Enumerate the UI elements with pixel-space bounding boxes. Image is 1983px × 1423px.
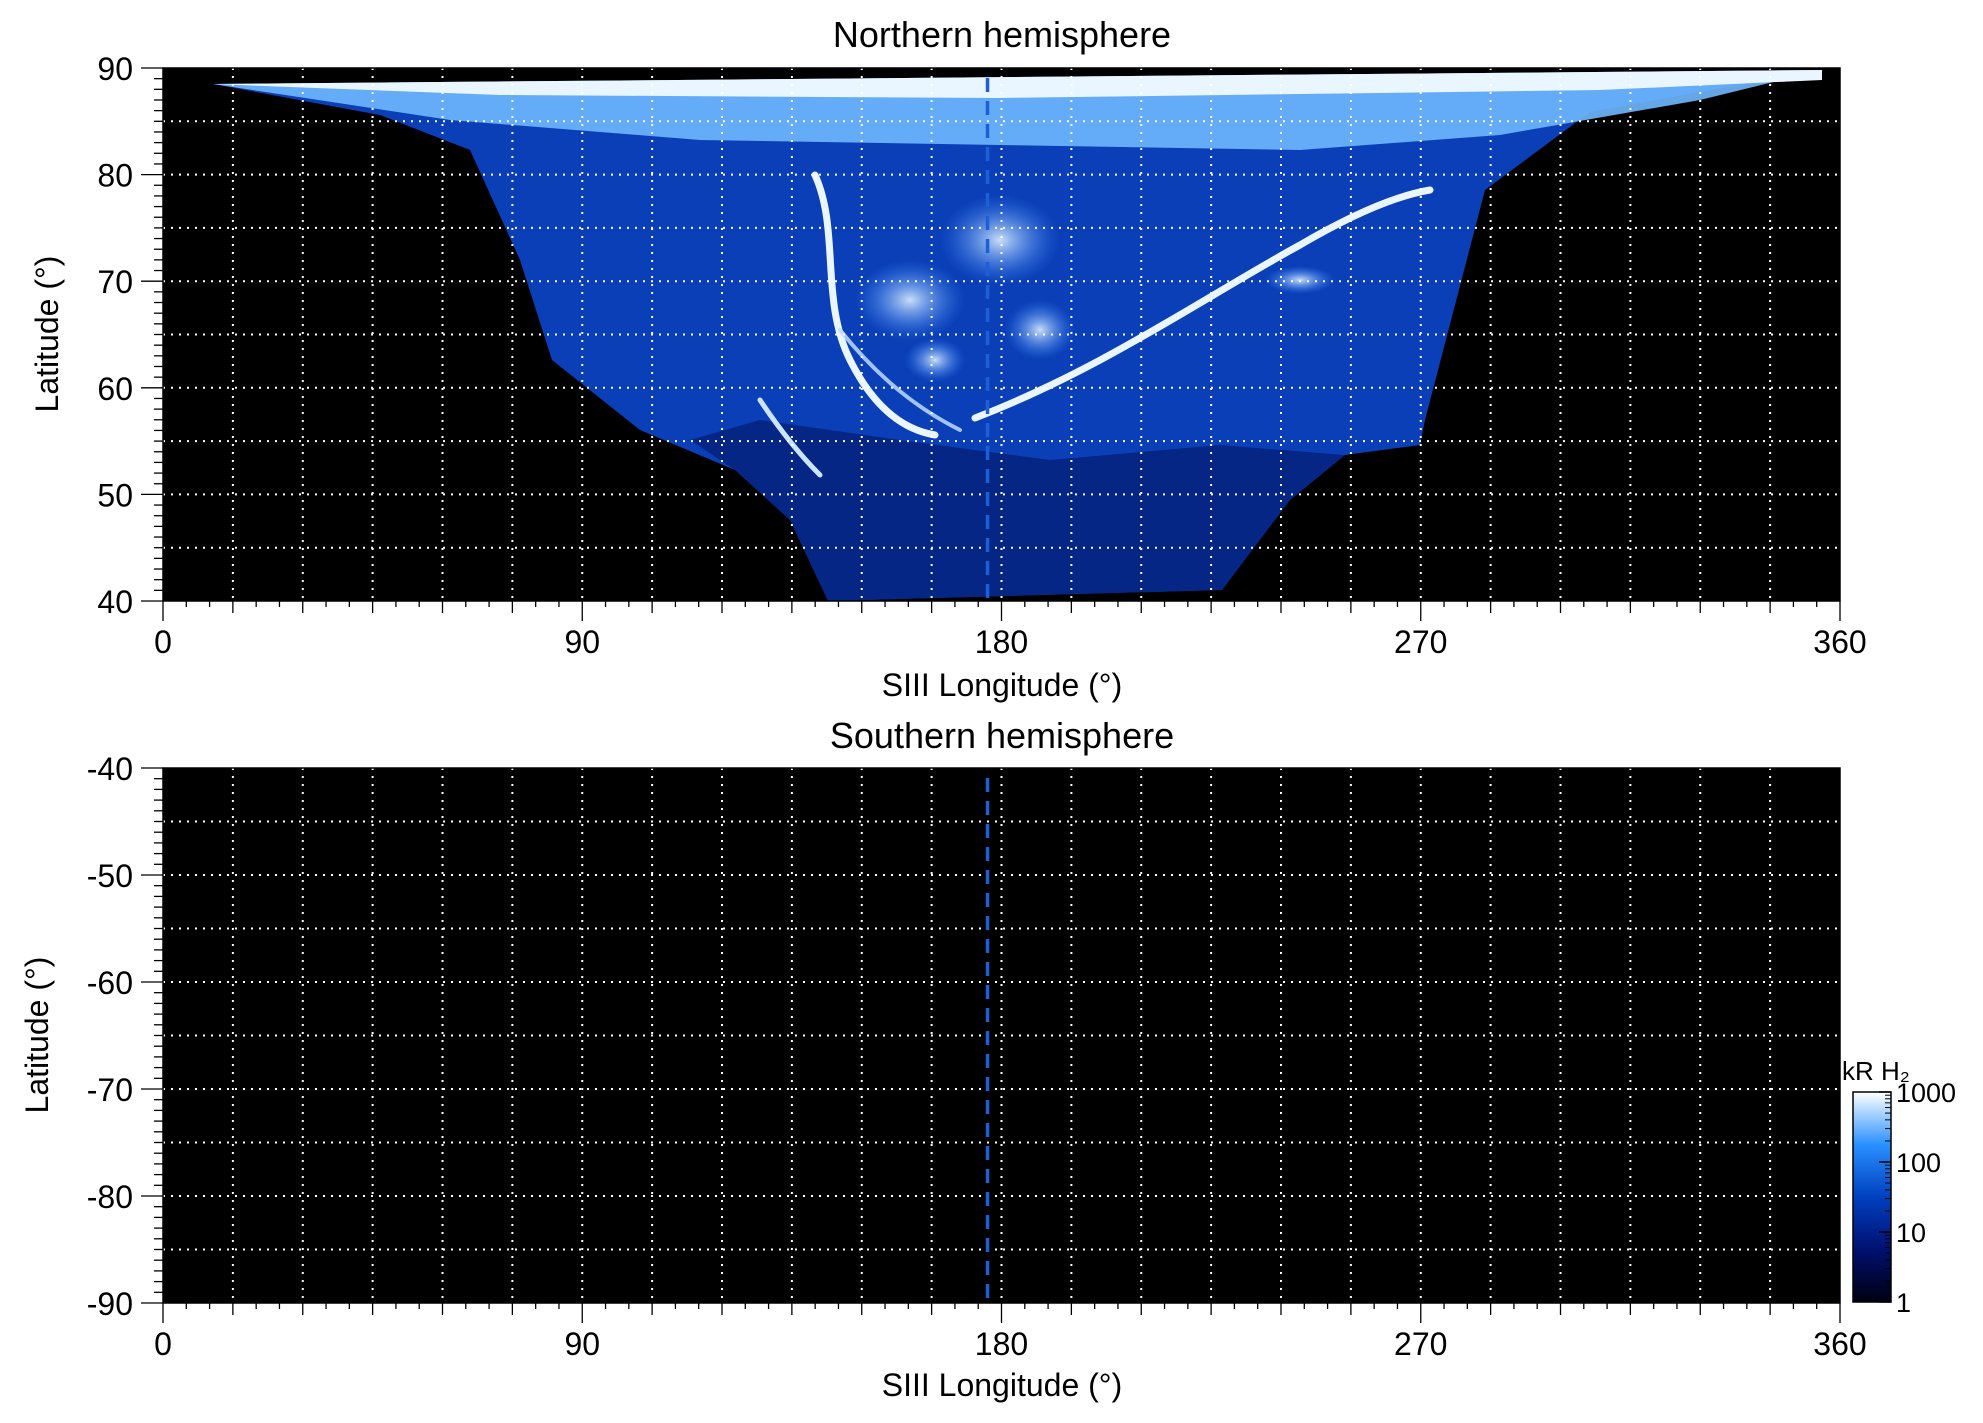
colorbar: kR H₂ 1000 100 10 1 <box>1842 1056 1956 1318</box>
colorbar-tick-label: 10 <box>1896 1218 1926 1248</box>
y-axis-label: Latitude (°) <box>19 957 55 1114</box>
colorbar-tick-label: 1000 <box>1896 1078 1956 1108</box>
y-axis: -40 -50 -60 -70 -80 -90 <box>87 751 163 1322</box>
grid <box>163 768 1840 1303</box>
y-tick-label: 40 <box>97 584 133 620</box>
colorbar-tick-label: 100 <box>1896 1148 1941 1178</box>
x-tick-label: 360 <box>1813 1326 1866 1362</box>
colorbar-ticks: 1000 100 10 1 <box>1879 1078 1956 1318</box>
y-tick-label: 60 <box>97 371 133 407</box>
colorbar-gradient <box>1852 1091 1892 1303</box>
southern-hemisphere-panel: Southern hemisphere -40 -50 -60 -70 -80 -90 0… <box>19 715 1867 1403</box>
polar-emission-spot <box>1005 300 1075 360</box>
polar-emission-spot <box>855 260 965 340</box>
panel-title: Northern hemisphere <box>833 14 1171 55</box>
x-tick-label: 0 <box>154 624 172 660</box>
y-tick-label: -40 <box>87 751 133 787</box>
dawn-arc <box>757 397 823 478</box>
grid <box>163 68 1840 601</box>
y-axis: 40 50 60 70 80 90 <box>97 51 163 620</box>
main-oval-left <box>811 171 939 439</box>
x-axis-label: SIII Longitude (°) <box>882 1367 1122 1403</box>
y-tick-label: 80 <box>97 158 133 194</box>
y-tick-label: -70 <box>87 1072 133 1108</box>
polar-emission-spot <box>1265 266 1335 294</box>
y-tick-label: 90 <box>97 51 133 87</box>
main-oval-right <box>971 186 1434 422</box>
x-tick-label: 270 <box>1394 1326 1447 1362</box>
x-tick-label: 0 <box>154 1326 172 1362</box>
x-tick-label: 90 <box>564 1326 600 1362</box>
y-tick-label: -90 <box>87 1286 133 1322</box>
colorbar-tick-label: 1 <box>1896 1288 1911 1318</box>
coverage-deep-region <box>690 420 1345 601</box>
inner-arc <box>838 328 962 432</box>
x-axis: 0 90 180 270 360 <box>154 601 1867 660</box>
x-tick-label: 90 <box>564 624 600 660</box>
panel-title: Southern hemisphere <box>830 715 1174 756</box>
x-tick-label: 360 <box>1813 624 1866 660</box>
emission-map <box>213 70 1822 601</box>
colorbar-label: kR H₂ <box>1842 1056 1910 1086</box>
y-tick-label: 70 <box>97 264 133 300</box>
y-tick-label: -80 <box>87 1179 133 1215</box>
x-axis: 0 90 180 270 360 <box>154 1303 1867 1362</box>
northern-hemisphere-panel: Northern hemisphere 40 50 60 70 80 90 0 90 180 2… <box>29 14 1867 703</box>
polar-emission-spot <box>905 338 965 382</box>
polar-emission-spot <box>940 195 1060 285</box>
y-tick-label: 50 <box>97 477 133 513</box>
x-tick-label: 180 <box>975 624 1028 660</box>
x-tick-label: 270 <box>1394 624 1447 660</box>
x-tick-label: 180 <box>975 1326 1028 1362</box>
y-tick-label: -60 <box>87 965 133 1001</box>
x-axis-label: SIII Longitude (°) <box>882 667 1122 703</box>
y-tick-label: -50 <box>87 858 133 894</box>
y-axis-label: Latitude (°) <box>29 256 65 413</box>
